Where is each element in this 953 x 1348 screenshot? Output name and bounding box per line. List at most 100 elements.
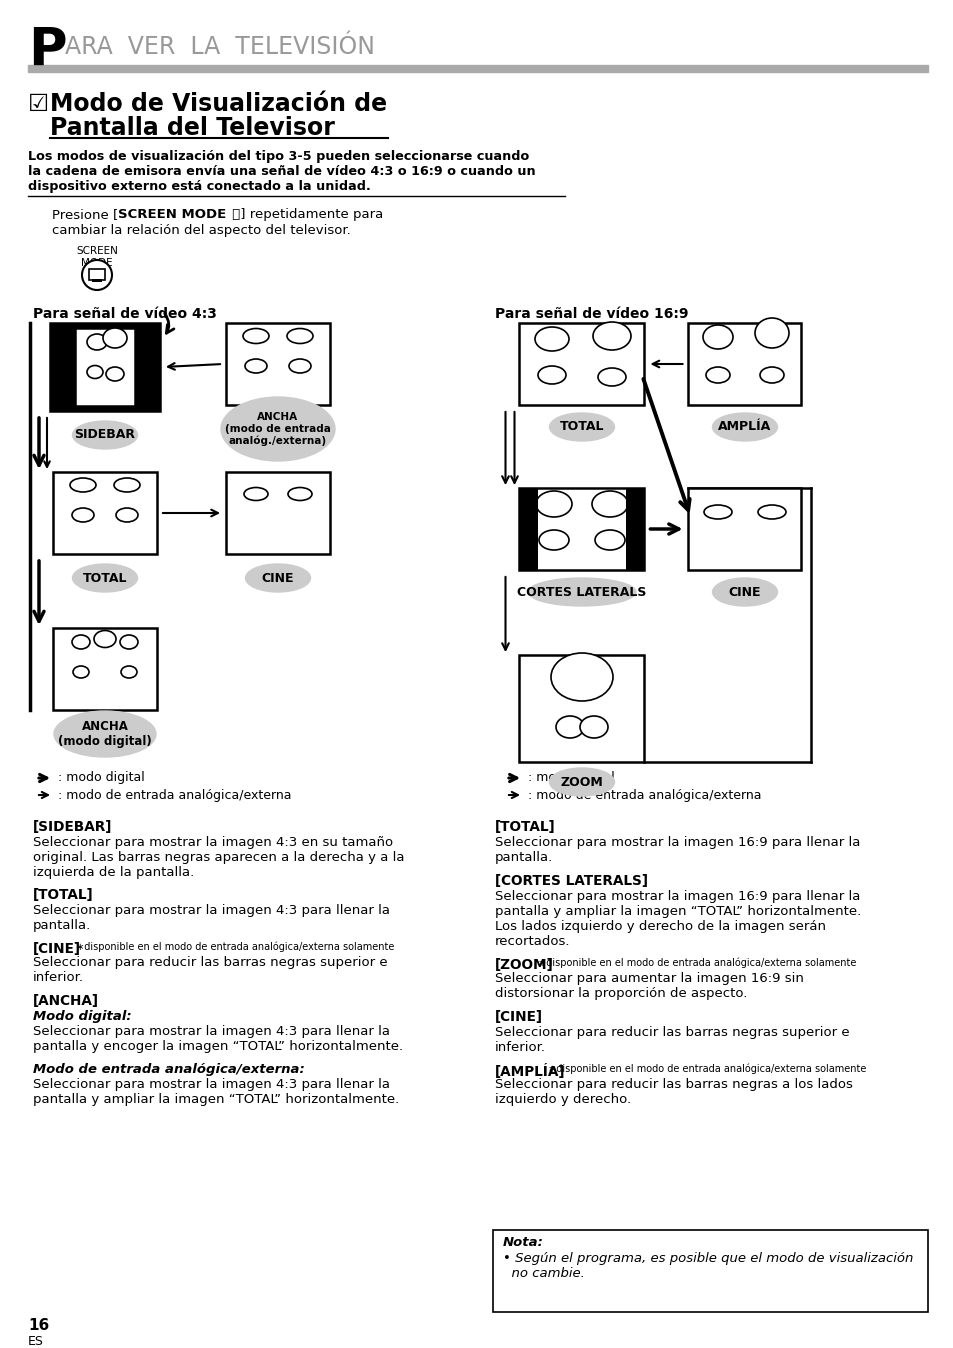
Bar	[91, 279, 102, 282]
Ellipse shape	[538, 530, 568, 550]
Ellipse shape	[593, 322, 630, 350]
Ellipse shape	[536, 491, 572, 518]
Bar	[519, 488, 644, 570]
Bar	[75, 328, 135, 406]
Ellipse shape	[103, 328, 127, 348]
Ellipse shape	[72, 563, 137, 592]
Text: • Según el programa, es posible que el modo de visualización
  no cambie.: • Según el programa, es posible que el m…	[502, 1252, 912, 1281]
Text: TOTAL: TOTAL	[559, 421, 603, 434]
Ellipse shape	[73, 666, 89, 678]
Ellipse shape	[702, 325, 732, 349]
Text: Seleccionar para reducir las barras negras superior e
inferior.: Seleccionar para reducir las barras negr…	[495, 1026, 849, 1054]
Text: Para señal de vídeo 4:3: Para señal de vídeo 4:3	[33, 307, 216, 321]
Text: ∗disponible en el modo de entrada analógica/externa solamente: ∗disponible en el modo de entrada analóg…	[535, 958, 856, 968]
Ellipse shape	[245, 359, 267, 373]
Ellipse shape	[71, 635, 90, 648]
Ellipse shape	[556, 716, 583, 737]
Ellipse shape	[121, 666, 137, 678]
Text: SIDEBAR: SIDEBAR	[74, 429, 135, 442]
Ellipse shape	[551, 652, 613, 701]
Ellipse shape	[712, 578, 777, 607]
Ellipse shape	[537, 367, 565, 384]
Ellipse shape	[527, 578, 636, 607]
Bar	[226, 324, 330, 404]
Text: ARA  VER  LA  TELEVISIÓN: ARA VER LA TELEVISIÓN	[65, 35, 375, 59]
Text: [AMPLÍA]: [AMPLÍA]	[495, 1064, 565, 1078]
Text: Seleccionar para mostrar la imagen 4:3 para llenar la
pantalla.: Seleccionar para mostrar la imagen 4:3 p…	[33, 905, 390, 931]
Text: Presione [: Presione [	[52, 208, 118, 221]
Ellipse shape	[760, 367, 783, 383]
Text: [ANCHA]: [ANCHA]	[33, 993, 99, 1008]
Ellipse shape	[758, 506, 785, 519]
Bar	[688, 488, 801, 570]
Text: Pantalla del Televisor: Pantalla del Televisor	[50, 116, 335, 140]
Text: CORTES LATERALS: CORTES LATERALS	[517, 585, 646, 599]
Text: Seleccionar para mostrar la imagen 4:3 para llenar la
pantalla y ampliar la imag: Seleccionar para mostrar la imagen 4:3 p…	[33, 1078, 399, 1105]
Ellipse shape	[287, 329, 313, 344]
Text: cambiar la relación del aspecto del televisor.: cambiar la relación del aspecto del tele…	[52, 224, 351, 237]
Bar	[688, 324, 801, 404]
Ellipse shape	[712, 412, 777, 441]
Ellipse shape	[549, 412, 614, 441]
Ellipse shape	[288, 488, 312, 500]
Text: Seleccionar para mostrar la imagen 16:9 para llenar la
pantalla.: Seleccionar para mostrar la imagen 16:9 …	[495, 836, 860, 864]
Text: Para señal de vídeo 16:9: Para señal de vídeo 16:9	[495, 307, 688, 321]
Bar	[28, 65, 927, 71]
Text: [SIDEBAR]: [SIDEBAR]	[33, 820, 112, 834]
Text: ZOOM: ZOOM	[560, 775, 602, 789]
Text: Los modos de visualización del tipo 3-5 pueden seleccionarse cuando
la cadena de: Los modos de visualización del tipo 3-5 …	[28, 150, 535, 193]
Text: : modo de entrada analógica/externa: : modo de entrada analógica/externa	[527, 789, 760, 802]
Text: TOTAL: TOTAL	[83, 572, 127, 585]
Text: ∗disponible en el modo de entrada analógica/externa solamente: ∗disponible en el modo de entrada analóg…	[544, 1064, 865, 1074]
Circle shape	[82, 260, 112, 290]
Text: : modo digital: : modo digital	[58, 771, 145, 785]
Ellipse shape	[705, 367, 729, 383]
Text: Seleccionar para reducir las barras negras a los lados
izquierdo y derecho.: Seleccionar para reducir las barras negr…	[495, 1078, 852, 1105]
Text: P: P	[28, 26, 67, 77]
Bar	[226, 472, 330, 554]
Text: ANCHA
(modo de entrada
analóg./externa): ANCHA (modo de entrada analóg./externa)	[225, 412, 331, 446]
Text: ☑: ☑	[28, 92, 49, 116]
Ellipse shape	[72, 421, 137, 449]
Ellipse shape	[598, 368, 625, 386]
Text: AMPLÍA: AMPLÍA	[718, 421, 771, 434]
Text: Modo de entrada analógica/externa:: Modo de entrada analógica/externa:	[33, 1064, 304, 1076]
Text: ES: ES	[28, 1335, 44, 1348]
Text: Seleccionar para aumentar la imagen 16:9 sin
distorsionar la proporción de aspec: Seleccionar para aumentar la imagen 16:9…	[495, 972, 803, 1000]
Text: Modo digital:: Modo digital:	[33, 1010, 132, 1023]
Ellipse shape	[87, 334, 107, 350]
Bar	[53, 628, 157, 710]
Text: [CORTES LATERALS]: [CORTES LATERALS]	[495, 874, 647, 888]
Bar	[493, 1229, 927, 1312]
Text: Modo de Visualización de: Modo de Visualización de	[50, 92, 387, 116]
Ellipse shape	[113, 479, 140, 492]
Text: [CINE]: [CINE]	[33, 942, 81, 956]
Ellipse shape	[289, 359, 311, 373]
Ellipse shape	[595, 530, 624, 550]
Ellipse shape	[71, 508, 94, 522]
Text: Seleccionar para mostrar la imagen 4:3 para llenar la
pantalla y encoger la imag: Seleccionar para mostrar la imagen 4:3 p…	[33, 1024, 403, 1053]
Ellipse shape	[221, 398, 335, 461]
Bar	[53, 472, 157, 554]
Text: 16: 16	[28, 1318, 50, 1333]
Ellipse shape	[116, 508, 138, 522]
Text: [TOTAL]: [TOTAL]	[495, 820, 555, 834]
Text: : modo de entrada analógica/externa: : modo de entrada analógica/externa	[58, 789, 292, 802]
Ellipse shape	[535, 328, 568, 350]
Text: SCREEN MODE: SCREEN MODE	[118, 208, 226, 221]
Ellipse shape	[244, 488, 268, 500]
Bar	[519, 324, 644, 404]
Text: SCREEN
MODE: SCREEN MODE	[76, 245, 118, 268]
Ellipse shape	[70, 479, 96, 492]
Ellipse shape	[549, 768, 614, 797]
Text: ⎓] repetidamente para: ⎓] repetidamente para	[228, 208, 383, 221]
Ellipse shape	[243, 329, 269, 344]
Ellipse shape	[106, 367, 124, 381]
Text: Seleccionar para reducir las barras negras superior e
inferior.: Seleccionar para reducir las barras negr…	[33, 956, 387, 984]
Ellipse shape	[94, 631, 116, 647]
Ellipse shape	[579, 716, 607, 737]
Text: Nota:: Nota:	[502, 1236, 543, 1250]
Ellipse shape	[120, 635, 138, 648]
Ellipse shape	[245, 563, 310, 592]
Text: Seleccionar para mostrar la imagen 4:3 en su tamaño
original. Las barras negras : Seleccionar para mostrar la imagen 4:3 e…	[33, 836, 404, 879]
